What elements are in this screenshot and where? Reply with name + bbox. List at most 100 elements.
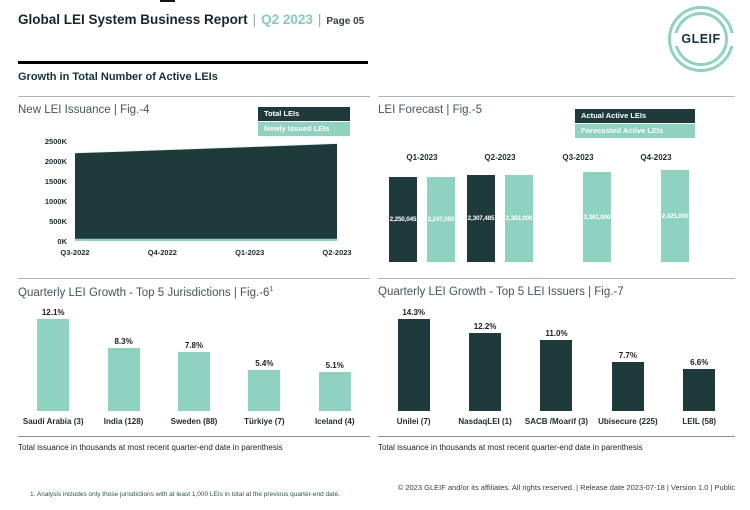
bar-chart-issuers: 14.3% Unilei (7) 12.2% NasdaqLEI (1) 11.0% SA…	[378, 301, 735, 427]
forecasted-bar: 2,247,000	[427, 176, 455, 262]
growth-bar	[177, 351, 210, 411]
fig7-group: 11.0% SACB /Moarif (3)	[521, 301, 591, 427]
bar-slot	[545, 169, 573, 262]
legend: Actual Active LEIs Forecasted Active LEI…	[575, 109, 695, 138]
section-divider	[18, 61, 368, 64]
chart-note: Total issuance in thousands at most rece…	[378, 443, 643, 452]
gleif-logo: GLEIF	[668, 6, 736, 72]
percent-label: 7.7%	[618, 350, 637, 360]
panel-divider	[18, 436, 370, 437]
fig7-group: 12.2% NasdaqLEI (1)	[450, 301, 520, 427]
legend-item-total-leis: Total LEIs	[258, 107, 350, 121]
category-label: LEIL (58)	[682, 417, 717, 426]
x-axis: Q3-2022 Q4-2022 Q1-2023 Q2-2023	[60, 248, 351, 260]
bar-pair: 2,361,000	[539, 169, 617, 262]
y-axis-tick-label: 1000K	[44, 197, 67, 206]
bar-value-label: 2,247,000	[427, 215, 455, 223]
bar-value-label: 2,307,485	[467, 214, 495, 222]
panel-new-lei-issuance: New LEI Issuance | Fig.-4 Total LEIs New…	[18, 96, 370, 273]
quarter-label: Q3-2023	[562, 153, 594, 162]
bar-pair: 2,250,045 2,247,000	[383, 169, 461, 262]
logo-ring-gap	[672, 33, 679, 46]
panel-lei-forecast: LEI Forecast | Fig.-5 Actual Active LEIs…	[378, 96, 735, 273]
bar-chart-jurisdictions: 12.1% Saudi Arabia (3) 8.3% India (128) 7.8%…	[18, 301, 370, 427]
category-label: NasdaqLEI (1)	[458, 417, 512, 426]
bar-slot: 2,250,045	[389, 169, 417, 262]
panel-divider	[378, 436, 735, 437]
percent-label: 8.3%	[114, 336, 133, 346]
fig7-group: 14.3% Unilei (7)	[379, 301, 449, 427]
bar-pair: 2,307,485 2,302,000	[461, 169, 539, 262]
bar-zone: 12.2%	[469, 301, 502, 411]
percent-label: 7.8%	[184, 340, 204, 350]
section-title: Growth in Total Number of Active LEIs	[18, 71, 218, 83]
bar-value-label: 2,250,045	[389, 215, 417, 223]
fig6-group: 12.1% Saudi Arabia (3)	[18, 301, 88, 427]
report-title: Global LEI System Business Report	[18, 12, 248, 27]
bar-pair: 2,425,000	[617, 169, 695, 262]
bar-slot: 2,361,000	[583, 169, 611, 262]
area-series-svg	[75, 141, 337, 241]
bar-slot: 2,302,000	[505, 169, 533, 262]
separator: |	[252, 12, 257, 27]
category-label: Iceland (4)	[314, 417, 355, 426]
bar-zone: 5.4%	[248, 301, 281, 411]
quarter-label: Q2-2023	[484, 153, 516, 162]
growth-bar	[611, 361, 644, 411]
bar-zone: 6.6%	[683, 301, 716, 411]
bar-zone: 7.8%	[177, 301, 210, 411]
category-label: Unilei (7)	[396, 417, 431, 426]
growth-bar	[540, 340, 573, 411]
category-label: Türkiye (7)	[244, 417, 285, 426]
chart-title: Quarterly LEI Growth - Top 5 Jurisdictio…	[18, 286, 274, 299]
chart-note: Total issuance in thousands at most rece…	[18, 443, 283, 452]
chart-title: New LEI Issuance | Fig.-4	[18, 104, 150, 116]
top-edge-mark	[160, 0, 175, 2]
legend: Total LEIs Newly Issued LEIs	[258, 107, 350, 136]
y-axis-tick-label: 2000K	[44, 157, 67, 166]
legend-item-actual-active-leis: Actual Active LEIs	[575, 109, 695, 123]
fig6-group: 7.8% Sweden (88)	[159, 301, 229, 427]
logo-ring-gap	[729, 33, 736, 46]
percent-label: 11.0%	[545, 329, 568, 339]
fig6-group: 5.4% Türkiye (7)	[229, 301, 299, 427]
bar-zone: 5.1%	[318, 301, 351, 411]
bar-value-label: 2,425,000	[661, 212, 689, 220]
report-header: Global LEI System Business Report | Q2 202…	[18, 12, 364, 27]
actual-bar: 2,307,485	[467, 174, 495, 262]
page-number: Page 05	[326, 16, 365, 27]
bar-value-label: 2,302,000	[505, 214, 533, 222]
category-label: India (128)	[103, 417, 144, 426]
footnote-marker: 1	[269, 286, 274, 293]
bar-zone: 14.3%	[397, 301, 430, 411]
bar-zone: 7.7%	[611, 301, 644, 411]
legend-item-forecasted-active-leis: Forecasted Active LEIs	[575, 124, 695, 138]
legend-item-newly-issued-leis: Newly Issued LEIs	[258, 122, 350, 136]
percent-label: 12.2%	[473, 321, 497, 331]
x-axis-tick-label: Q4-2022	[147, 248, 177, 257]
bar-zone: 12.1%	[37, 301, 70, 411]
logo-wordmark: GLEIF	[681, 32, 721, 46]
bar-slot	[623, 169, 651, 262]
panel-top5-lei-issuers: Quarterly LEI Growth - Top 5 LEI Issuers…	[378, 278, 735, 457]
forecast-quarter-group: Q2-2023 2,307,485 2,302,000	[461, 153, 539, 262]
bar-value-label: 2,361,000	[583, 213, 611, 221]
fig6-group: 8.3% India (128)	[89, 301, 159, 427]
fig7-group: 6.6% LEIL (58)	[664, 301, 734, 427]
x-axis-tick-label: Q2-2023	[322, 248, 352, 257]
growth-bar	[397, 319, 430, 411]
percent-label: 12.1%	[41, 308, 65, 317]
bar-zone: 11.0%	[540, 301, 573, 411]
y-axis-tick-label: 500K	[49, 217, 67, 226]
percent-label: 14.3%	[402, 308, 426, 317]
plot-area	[75, 141, 337, 241]
x-axis-tick-label: Q3-2022	[60, 248, 90, 257]
category-label: Ubisecure (225)	[598, 417, 658, 426]
y-axis-tick-label: 0K	[57, 237, 67, 246]
percent-label: 5.4%	[255, 358, 274, 368]
grouped-bar-chart: Q1-2023 2,250,045 2,247,000 Q2-2023 2,307,48…	[383, 153, 695, 262]
report-period: Q2 2023	[261, 12, 313, 27]
percent-label: 5.1%	[325, 361, 344, 371]
analysis-footnote: 1. Analysis includes only those jurisdic…	[30, 491, 341, 498]
category-label: SACB /Moarif (3)	[524, 417, 589, 426]
